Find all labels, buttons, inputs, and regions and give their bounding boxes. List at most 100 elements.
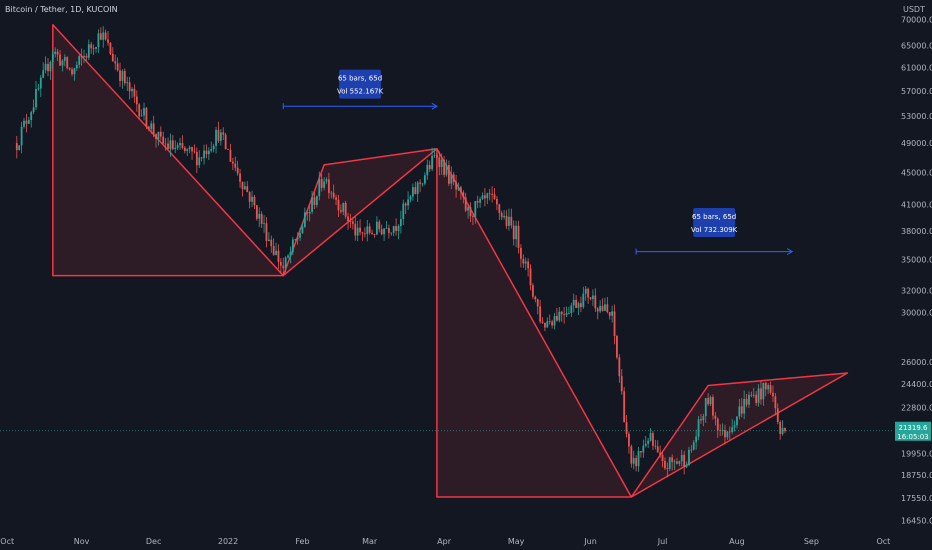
candle-body	[255, 205, 258, 219]
candle-body	[68, 68, 71, 70]
candle-252	[620, 369, 623, 395]
candle-body	[572, 299, 575, 306]
candle-body	[191, 147, 193, 152]
candle-150	[375, 216, 378, 236]
candle-122	[308, 205, 311, 222]
candle-body	[119, 70, 121, 81]
candle-body	[423, 175, 426, 184]
candle-body	[647, 440, 650, 444]
y-tick-label: 53000.0	[901, 112, 932, 121]
candle-178	[443, 156, 445, 178]
candle-224	[553, 312, 556, 330]
candle-71	[186, 148, 189, 157]
candle-216	[534, 295, 537, 303]
y-tick-label: 17550.0	[901, 494, 932, 503]
candle-202	[500, 210, 503, 221]
candle-96	[246, 181, 249, 193]
candle-body	[320, 178, 323, 188]
candle-300	[736, 416, 738, 429]
candle-177	[440, 153, 443, 176]
candle-101	[258, 207, 261, 228]
candle-body	[54, 51, 57, 55]
candle-body	[419, 182, 421, 184]
candle-223	[551, 319, 554, 329]
candle-78	[203, 144, 205, 165]
x-tick-label: Sep	[804, 537, 819, 546]
candle-body	[726, 431, 729, 438]
candle-318	[779, 420, 782, 440]
candle-body	[680, 454, 683, 462]
candle-body	[488, 193, 491, 195]
candle-body	[265, 223, 268, 241]
candle-174	[433, 148, 436, 159]
candle-body	[111, 53, 114, 62]
candle-body	[503, 215, 506, 218]
x-tick-label: Nov	[74, 537, 90, 546]
candle-body	[575, 299, 578, 308]
candle-body	[505, 215, 508, 226]
candle-body	[227, 149, 229, 150]
candle-230	[568, 306, 570, 315]
pattern-0	[52, 23, 285, 277]
candle-188	[467, 204, 470, 219]
candle-body	[133, 88, 136, 97]
candle-243	[599, 300, 602, 314]
candle-body	[493, 194, 496, 199]
y-tick-label: 18750.0	[901, 471, 932, 480]
candle-body	[344, 202, 347, 217]
candle-body	[721, 430, 724, 431]
candle-66	[174, 140, 177, 154]
candle-body	[102, 32, 105, 40]
candle-28	[83, 49, 85, 64]
candle-body	[404, 203, 407, 206]
candle-body	[479, 199, 482, 203]
candle-body	[222, 132, 225, 135]
candle-body	[183, 147, 186, 151]
candle-18	[59, 50, 61, 67]
candle-93	[239, 168, 241, 188]
candle-242	[596, 307, 599, 320]
candle-299	[733, 420, 736, 432]
candle-156	[390, 232, 393, 236]
candle-23	[71, 67, 73, 77]
candle-172	[428, 160, 431, 172]
candle-98	[251, 190, 253, 208]
candle-body	[109, 42, 112, 54]
candle-180	[448, 160, 450, 186]
candle-body	[15, 143, 18, 151]
candle-317	[776, 403, 779, 425]
candle-body	[342, 202, 345, 212]
candle-body	[553, 316, 556, 326]
candle-25	[75, 61, 78, 71]
last-price-countdown: 16:05:03	[897, 433, 928, 441]
candle-287	[704, 398, 707, 423]
candle-236	[582, 286, 585, 309]
candle-body	[301, 226, 304, 234]
candle-body	[73, 68, 76, 75]
candle-187	[464, 192, 467, 213]
candle-body	[92, 48, 95, 50]
candle-228	[563, 306, 566, 324]
candle-245	[604, 297, 606, 312]
candle-107	[272, 238, 275, 256]
candle-171	[426, 159, 429, 180]
candle-body	[510, 216, 513, 226]
candle-body	[467, 207, 470, 211]
candle-260	[640, 450, 642, 458]
candle-212	[524, 257, 527, 271]
candle-41	[114, 54, 117, 70]
candle-body	[457, 187, 460, 190]
candle-body	[668, 457, 671, 469]
candle-body	[762, 382, 765, 400]
x-tick-label: May	[508, 537, 525, 546]
candle-body	[532, 285, 534, 297]
candle-body	[548, 321, 551, 323]
candle-body	[781, 427, 784, 434]
candle-9	[37, 83, 40, 91]
candle-2	[20, 121, 23, 154]
candle-body	[500, 212, 503, 218]
candle-110	[279, 258, 282, 273]
candle-297	[728, 426, 731, 440]
candle-body	[248, 191, 251, 202]
